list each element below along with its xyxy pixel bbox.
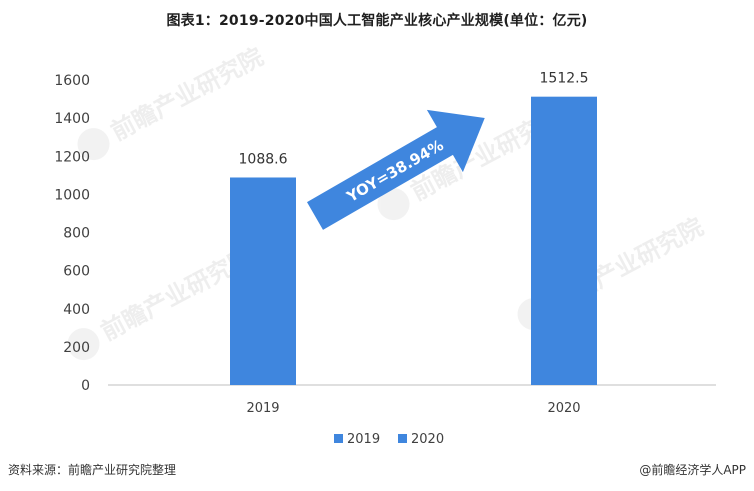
- legend: 2019 2020: [334, 432, 444, 447]
- y-tick-label: 800: [63, 226, 90, 242]
- y-tick-label: 1000: [54, 187, 90, 203]
- watermark-logo: [377, 188, 410, 221]
- bar-group: [230, 96, 597, 385]
- chart-title: 图表1：2019-2020中国人工智能产业核心产业规模(单位：亿元): [166, 13, 588, 29]
- value-label-2019: 1088.6: [239, 151, 288, 167]
- brand-credit: @前瞻经济学人APP: [639, 463, 746, 477]
- growth-arrow-shape: [307, 109, 485, 230]
- value-label-2020: 1512.5: [540, 71, 589, 87]
- y-tick-label: 1400: [54, 111, 90, 127]
- y-tick-label: 1200: [54, 149, 90, 165]
- x-axis-ticks: 2019 2020: [246, 401, 580, 416]
- y-tick-label: 600: [63, 264, 90, 280]
- watermark-text: 前瞻产业研究院: [106, 43, 267, 147]
- y-axis-ticks: 0 200 400 600 800 1000 1200 1400 1600: [54, 73, 90, 394]
- watermark-logo: [77, 128, 110, 161]
- watermark-2: 前瞻产业研究院: [67, 243, 258, 361]
- y-tick-label: 400: [63, 302, 90, 318]
- legend-swatch-2020: [398, 434, 407, 443]
- y-tick-label: 1600: [54, 73, 90, 89]
- y-tick-label: 0: [81, 378, 90, 394]
- legend-label-2019: 2019: [347, 432, 380, 447]
- watermark-logo: [67, 328, 100, 361]
- x-tick-label: 2019: [246, 401, 279, 416]
- watermark-0: 前瞻产业研究院: [77, 43, 268, 161]
- y-tick-label: 200: [63, 340, 90, 356]
- bar-2020: [531, 96, 597, 385]
- legend-label-2020: 2020: [411, 432, 444, 447]
- x-tick-label: 2020: [547, 401, 580, 416]
- legend-swatch-2019: [334, 434, 343, 443]
- bar-2019: [230, 177, 296, 385]
- source-note: 资料来源：前瞻产业研究院整理: [8, 463, 177, 477]
- value-label-group: 1088.6 1512.5: [239, 71, 589, 168]
